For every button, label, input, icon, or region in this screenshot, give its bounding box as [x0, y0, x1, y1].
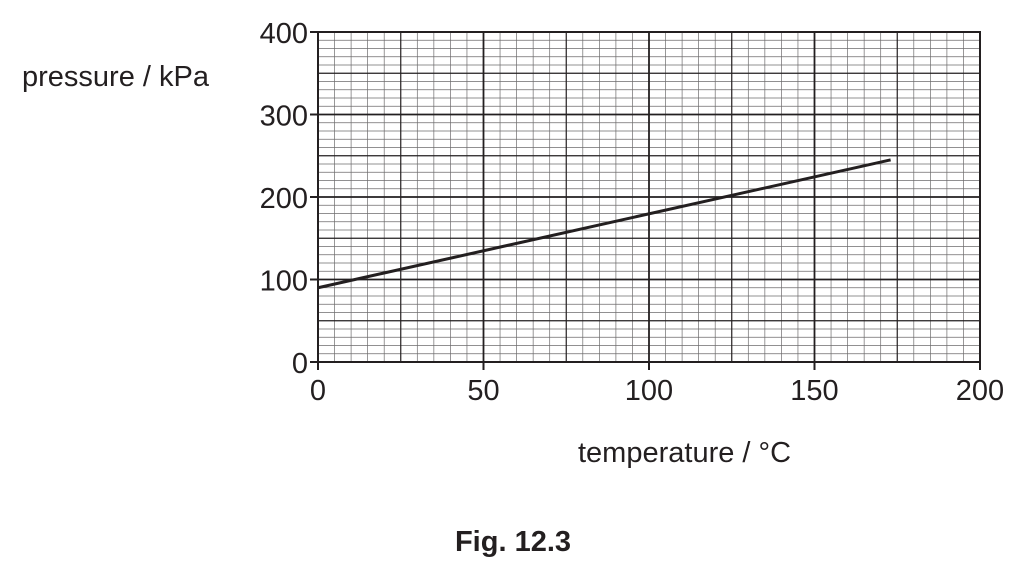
x-axis-label: temperature / °C: [578, 437, 791, 469]
data-series: [317, 158, 891, 290]
y-tick-label: 0: [292, 348, 308, 380]
x-tick-label: 50: [467, 375, 499, 407]
x-tick-label: 0: [310, 375, 326, 407]
figure-caption: Fig. 12.3: [454, 526, 572, 558]
x-axis-ticks: 0 50 100 150 200: [310, 362, 1004, 407]
series-line: [317, 158, 891, 290]
pressure-temperature-chart: 0 50 100 150 200 0 100 200 300 400 pressure / kP…: [22, 18, 1004, 469]
y-tick-label: 200: [260, 183, 308, 215]
x-tick-label: 150: [790, 375, 838, 407]
y-axis-label: pressure / kPa: [22, 61, 210, 93]
y-axis-ticks: 0 100 200 300 400: [260, 18, 318, 380]
y-tick-label: 300: [260, 101, 308, 133]
x-tick-label: 200: [956, 375, 1004, 407]
y-tick-label: 100: [260, 266, 308, 298]
x-tick-label: 100: [625, 375, 673, 407]
y-tick-label: 400: [260, 18, 308, 50]
